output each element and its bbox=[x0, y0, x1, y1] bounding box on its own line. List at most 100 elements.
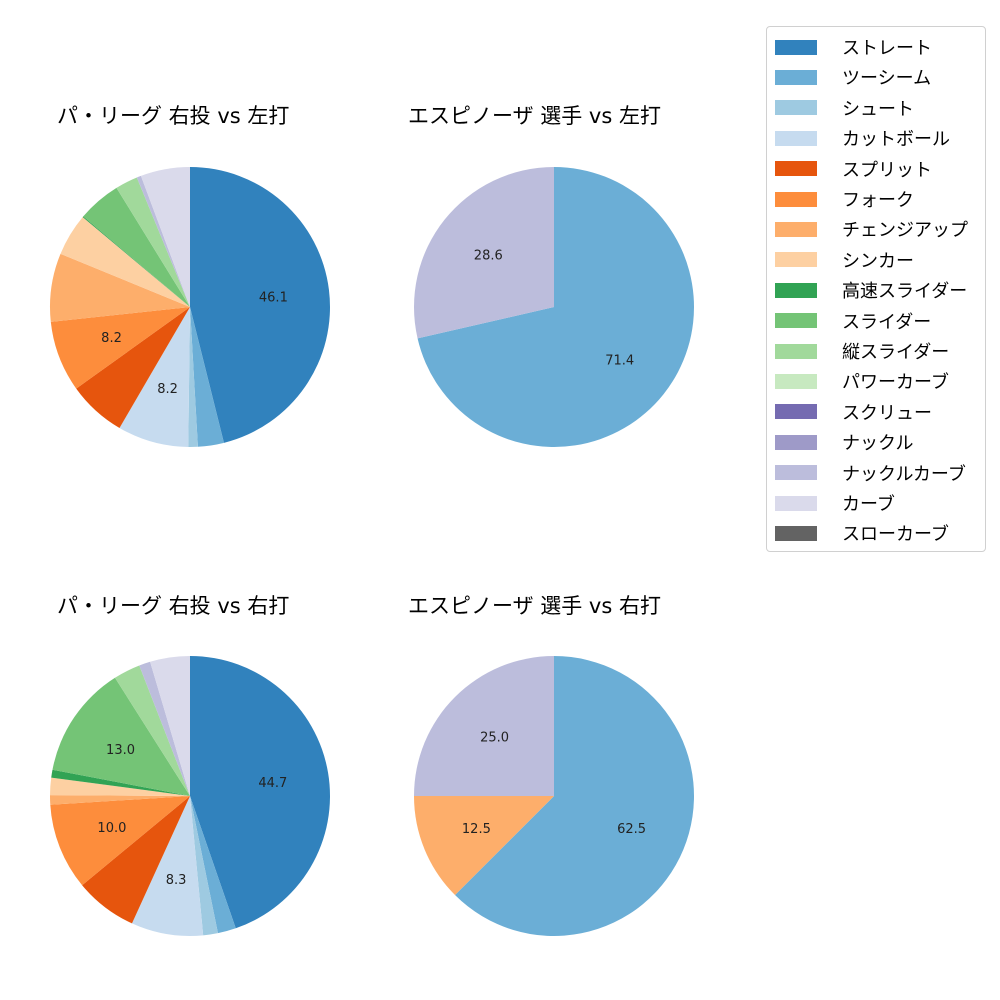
chart-title-league-vs-left: パ・リーグ 右投 vs 左打 bbox=[57, 104, 290, 128]
slice-label: 46.1 bbox=[259, 291, 288, 306]
legend-item: ツーシーム bbox=[775, 65, 931, 89]
legend-item: ナックルカーブ bbox=[775, 461, 966, 485]
pie-slice bbox=[82, 796, 190, 924]
pie-slice bbox=[50, 795, 190, 805]
legend-swatch bbox=[775, 252, 817, 268]
slice-label: 28.6 bbox=[474, 249, 503, 264]
legend-label: ストレート bbox=[842, 38, 932, 59]
legend-swatch bbox=[775, 130, 817, 146]
pie-slice bbox=[140, 167, 190, 307]
legend-item: フォーク bbox=[775, 187, 914, 211]
legend-label: シュート bbox=[842, 98, 914, 120]
legend-label: ナックルカーブ bbox=[842, 463, 966, 485]
legend-item: スローカーブ bbox=[775, 521, 949, 545]
pie-slice bbox=[190, 167, 330, 443]
pie-slice bbox=[190, 796, 218, 936]
legend-swatch bbox=[775, 221, 817, 237]
slice-label: 10.0 bbox=[97, 821, 126, 836]
pie-slice bbox=[190, 307, 224, 447]
legend-item: カットボール bbox=[775, 126, 950, 150]
legend-label: ツーシーム bbox=[842, 68, 932, 90]
slice-label: 8.2 bbox=[101, 331, 122, 346]
pie-slice bbox=[414, 796, 554, 895]
chart-legend: ストレートツーシームシュートカットボール スプリットフォークチェンジアップ シンカー… bbox=[766, 26, 986, 552]
pie-slice bbox=[136, 175, 190, 307]
legend-label: スクリュー bbox=[842, 402, 932, 424]
legend-item: シュート bbox=[775, 96, 914, 120]
legend-swatch bbox=[775, 191, 817, 207]
pie-slice bbox=[52, 677, 191, 796]
slice-label: 12.5 bbox=[462, 822, 491, 837]
legend-label: フォーク bbox=[842, 190, 914, 211]
pie-slice bbox=[188, 307, 198, 447]
legend-item: パワーカーブ bbox=[775, 369, 949, 393]
chart-title-league-vs-right: パ・リーグ 右投 vs 右打 bbox=[57, 594, 290, 618]
legend-label: ナックル bbox=[842, 433, 914, 455]
slice-label: 13.0 bbox=[106, 743, 135, 758]
legend-label: シンカー bbox=[842, 250, 914, 272]
legend-label: カットボール bbox=[842, 129, 950, 151]
legend-swatch bbox=[775, 161, 817, 177]
slice-label: 71.4 bbox=[605, 353, 634, 368]
pie-slice bbox=[131, 796, 204, 936]
legend-swatch bbox=[775, 495, 817, 511]
chart-title-player-vs-right: エスピノーザ 選手 vs 右打 bbox=[408, 594, 661, 618]
slice-label: 25.0 bbox=[480, 731, 509, 746]
legend-item: スクリュー bbox=[775, 400, 932, 424]
pie-slice bbox=[83, 187, 190, 307]
legend-item: 縦スライダー bbox=[775, 339, 949, 363]
legend-label: カーブ bbox=[842, 494, 895, 515]
legend-label: パワーカーブ bbox=[842, 372, 949, 394]
legend-label: 高速スライダー bbox=[842, 281, 968, 303]
pie-slice bbox=[414, 656, 554, 796]
legend-label: 縦スライダー bbox=[842, 342, 950, 363]
legend-label: スライダー bbox=[842, 311, 932, 333]
legend-item: 高速スライダー bbox=[775, 278, 967, 302]
legend-item: チェンジアップ bbox=[775, 217, 968, 241]
legend-label: チェンジアップ bbox=[842, 220, 968, 242]
pie-slice bbox=[417, 167, 694, 447]
pie-slice bbox=[50, 307, 191, 389]
pie-slice bbox=[51, 769, 190, 796]
pie-slice bbox=[139, 661, 190, 796]
legend-label: スプリット bbox=[842, 159, 932, 181]
pie-slice bbox=[82, 216, 190, 307]
pie-slice bbox=[76, 307, 190, 428]
legend-swatch bbox=[775, 373, 817, 389]
slice-label: 8.2 bbox=[157, 382, 178, 397]
legend-swatch bbox=[775, 465, 817, 481]
legend-item: カーブ bbox=[775, 491, 895, 515]
pie-slice bbox=[114, 665, 190, 796]
pie-slice bbox=[190, 796, 236, 934]
legend-swatch bbox=[775, 282, 817, 298]
legend-item: スライダー bbox=[775, 309, 931, 333]
legend-swatch bbox=[775, 434, 817, 450]
legend-item: ストレート bbox=[775, 35, 932, 59]
legend-swatch bbox=[775, 343, 817, 359]
legend-item: ナックル bbox=[775, 430, 913, 454]
pie-slice bbox=[50, 253, 190, 322]
pie-slice bbox=[50, 777, 190, 796]
legend-swatch bbox=[775, 525, 817, 541]
slice-label: 44.7 bbox=[258, 776, 287, 791]
legend-swatch bbox=[775, 69, 817, 85]
pie-slice bbox=[455, 656, 694, 937]
slice-label: 62.5 bbox=[617, 822, 646, 837]
pie-slice bbox=[116, 177, 190, 307]
legend-item: スプリット bbox=[775, 157, 932, 181]
pie-slice bbox=[50, 796, 190, 886]
pie-slice bbox=[413, 167, 554, 339]
pie-slice bbox=[190, 656, 330, 929]
pie-slice bbox=[119, 307, 190, 447]
legend-swatch bbox=[775, 100, 817, 116]
legend-item: シンカー bbox=[775, 248, 914, 272]
pie-slice bbox=[60, 217, 190, 307]
legend-swatch bbox=[775, 404, 817, 420]
pie-slice bbox=[150, 656, 190, 796]
legend-swatch bbox=[775, 313, 817, 329]
slice-label: 8.3 bbox=[166, 873, 187, 888]
